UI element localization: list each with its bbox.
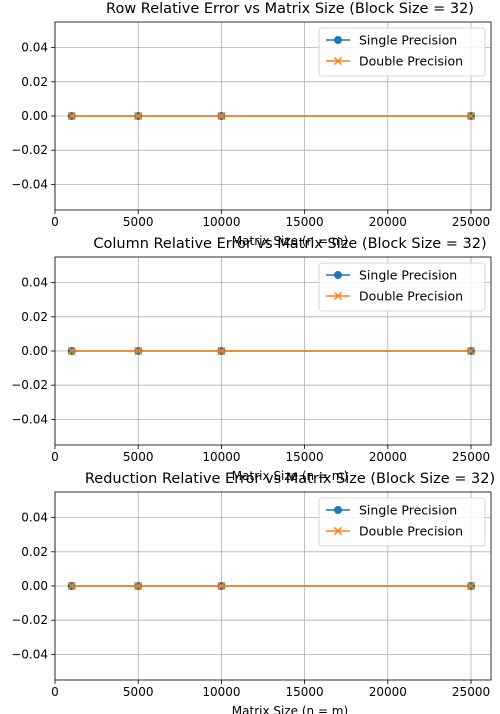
data-point — [67, 581, 76, 591]
data-point — [466, 581, 476, 591]
y-tick-label: 0.04 — [21, 276, 48, 290]
x-tick-label: 10000 — [202, 215, 240, 229]
x-tick-label: 15000 — [286, 450, 324, 464]
x-tick-label: 0 — [51, 215, 59, 229]
y-tick-label: 0.00 — [21, 344, 48, 358]
x-axis-label: Matrix Size (n = m) — [232, 469, 348, 483]
x-tick-label: 15000 — [286, 215, 324, 229]
y-tick-label: 0.00 — [21, 579, 48, 593]
x-tick-label: 10000 — [202, 685, 240, 699]
legend-marker-1 — [334, 36, 342, 44]
x-tick-label: 15000 — [286, 685, 324, 699]
legend-marker-1 — [334, 506, 342, 514]
y-tick-label: −0.02 — [11, 378, 48, 392]
chart-panel-3: 0 5000 10000 15000 20000 25000 −0.04 −0.02 0.00 0… — [11, 471, 495, 714]
y-tick-label: 0.04 — [21, 511, 48, 525]
x-tick-label: 25000 — [452, 450, 490, 464]
x-tick-label: 5000 — [123, 215, 154, 229]
y-tick-label: 0.02 — [21, 310, 48, 324]
legend-label-1: Single Precision — [359, 268, 457, 283]
y-tick-label: 0.04 — [21, 41, 48, 55]
x-tick-label: 25000 — [452, 685, 490, 699]
x-axis-label: Matrix Size (n = m) — [232, 234, 348, 248]
legend-marker-2 — [333, 56, 343, 66]
data-point — [67, 111, 76, 121]
x-tick-label: 5000 — [123, 685, 154, 699]
legend-label-2: Double Precision — [359, 524, 463, 539]
legend-box — [318, 497, 486, 547]
legend-box — [318, 262, 486, 312]
data-point — [134, 111, 143, 121]
data-point — [217, 346, 226, 356]
data-point — [67, 346, 76, 356]
y-tick-label: −0.02 — [11, 613, 48, 627]
legend-marker-1 — [334, 271, 342, 279]
x-axis-label: Matrix Size (n = m) — [232, 704, 348, 714]
data-point — [466, 111, 476, 121]
data-point — [217, 581, 226, 591]
chart-title: Column Relative Error vs Matrix Size (Bl… — [93, 236, 486, 252]
x-tick-label: 10000 — [202, 450, 240, 464]
y-tick-label: −0.04 — [11, 177, 48, 191]
legend-label-2: Double Precision — [359, 54, 463, 69]
x-tick-label: 20000 — [369, 450, 407, 464]
legend: Single Precision Double Precision — [318, 262, 486, 312]
y-tick-label: −0.04 — [11, 647, 48, 661]
y-tick-label: 0.02 — [21, 545, 48, 559]
chart-title: Reduction Relative Error vs Matrix Size … — [85, 471, 495, 487]
legend-label-2: Double Precision — [359, 289, 463, 304]
legend-marker-2 — [333, 526, 343, 536]
legend-label-1: Single Precision — [359, 503, 457, 518]
data-point — [134, 346, 143, 356]
x-tick-label: 0 — [51, 685, 59, 699]
y-tick-label: 0.02 — [21, 75, 48, 89]
data-point — [217, 111, 226, 121]
x-tick-label: 20000 — [369, 685, 407, 699]
legend-marker-2 — [333, 291, 343, 301]
chart-panel-1: 0 5000 10000 15000 20000 25000 −0.04 −0.02 0.00 0… — [11, 1, 492, 248]
legend-label-1: Single Precision — [359, 33, 457, 48]
y-tick-label: 0.00 — [21, 109, 48, 123]
chart-panel-2: 0 5000 10000 15000 20000 25000 −0.04 −0.02 0.00 0… — [11, 236, 492, 483]
x-tick-label: 20000 — [369, 215, 407, 229]
x-tick-label: 5000 — [123, 450, 154, 464]
legend: Single Precision Double Precision — [318, 497, 486, 547]
legend: Single Precision Double Precision — [318, 27, 486, 77]
data-point — [466, 346, 476, 356]
y-tick-label: −0.02 — [11, 143, 48, 157]
x-tick-label: 25000 — [452, 215, 490, 229]
legend-box — [318, 27, 486, 77]
y-tick-label: −0.04 — [11, 412, 48, 426]
data-point — [134, 581, 143, 591]
chart-title: Row Relative Error vs Matrix Size (Block… — [106, 1, 474, 17]
x-tick-label: 0 — [51, 450, 59, 464]
